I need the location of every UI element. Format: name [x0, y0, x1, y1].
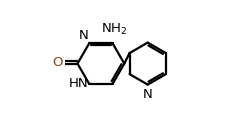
Text: HN: HN [68, 77, 88, 90]
Text: N: N [78, 29, 88, 42]
Text: NH$_2$: NH$_2$ [100, 22, 126, 37]
Text: O: O [52, 56, 62, 69]
Text: N: N [142, 88, 152, 101]
